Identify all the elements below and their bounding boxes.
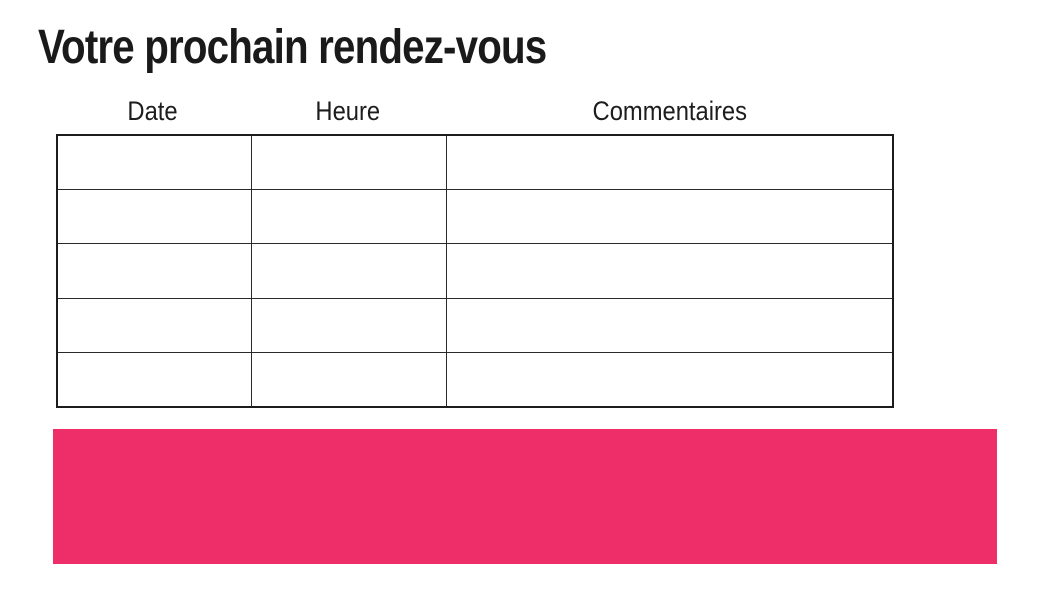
table-row [58, 136, 892, 191]
column-header-commentaires-label: Commentaires [592, 96, 747, 126]
page-title: Votre prochain rendez-vous [38, 21, 547, 74]
table-header-row: Date Heure Commentaires [56, 94, 894, 128]
table-cell [447, 244, 892, 297]
table-cell [252, 352, 447, 407]
column-header-heure: Heure [250, 94, 445, 128]
table-row [58, 298, 892, 353]
table-cell [58, 352, 252, 407]
table-cell [447, 353, 892, 406]
table-cell [58, 136, 252, 190]
table-cell [58, 298, 252, 352]
table-cell [252, 298, 447, 352]
column-header-commentaires: Commentaires [445, 94, 894, 128]
pink-banner [53, 429, 997, 564]
column-header-date-label: Date [127, 96, 179, 126]
table-cell [58, 190, 252, 244]
table-row [58, 190, 892, 245]
table-cell [252, 136, 447, 190]
table-row [58, 244, 892, 299]
table-cell [447, 299, 892, 352]
table-cell [252, 244, 447, 298]
table-cell [447, 136, 892, 189]
table-row [58, 352, 892, 407]
appointments-table [56, 134, 894, 408]
column-header-heure-label: Heure [315, 96, 380, 126]
table-cell [252, 190, 447, 244]
column-header-date: Date [56, 94, 250, 128]
table-cell [447, 190, 892, 243]
table-cell [58, 244, 252, 298]
